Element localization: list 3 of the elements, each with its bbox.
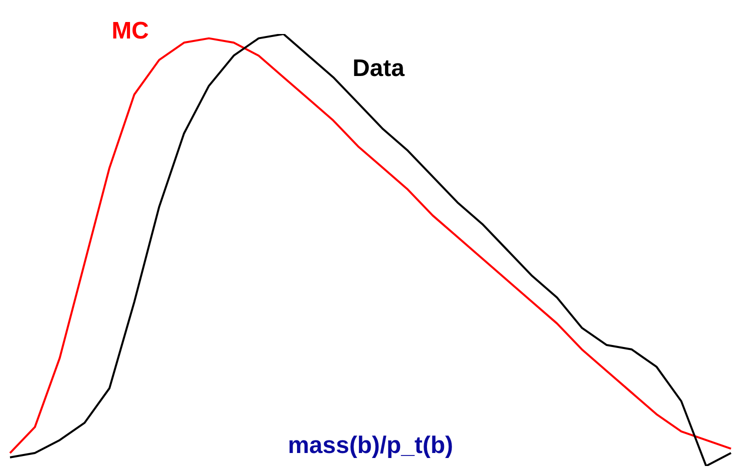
series-label: Data (352, 55, 406, 82)
series-label: MC (112, 17, 149, 44)
x-axis-title: mass(b)/p_t(b) (286, 432, 454, 460)
